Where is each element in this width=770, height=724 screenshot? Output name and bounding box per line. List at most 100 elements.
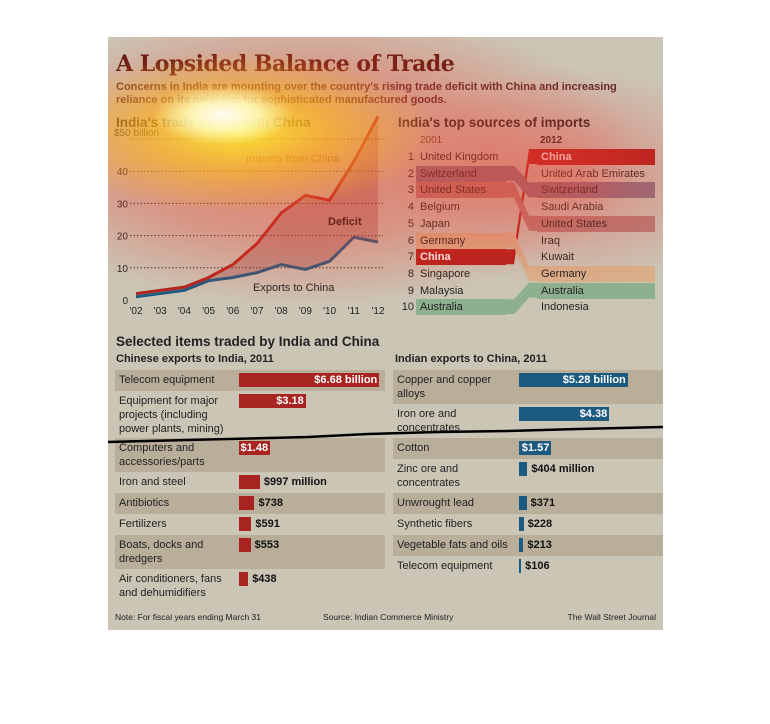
bar-value-label: $997 million bbox=[263, 476, 327, 488]
bar bbox=[519, 559, 522, 573]
bar-category-label: Telecom equipment bbox=[397, 560, 493, 572]
bar-category-label: Air conditioners, fans and dehumidifiers bbox=[119, 573, 222, 599]
rank-2012-country: China bbox=[537, 149, 655, 165]
bar-wrap: $371 bbox=[519, 496, 555, 510]
bar-category-label: Zinc ore and concentrates bbox=[397, 463, 460, 489]
bar-category-label: Vegetable fats and oils bbox=[397, 539, 508, 551]
connector-australia bbox=[506, 282, 537, 315]
rank-2012-country: Switzerland bbox=[537, 182, 655, 199]
bar-row: Unwrought lead $371 bbox=[393, 493, 663, 514]
rank-2012-country: Iraq bbox=[541, 234, 560, 247]
bar-row: Zinc ore and concentrates $404 million bbox=[393, 459, 663, 493]
bar-row: Copper and copper alloys $5.28 billion bbox=[393, 370, 663, 404]
rank-2012-country: United Arab Emirates bbox=[541, 167, 645, 180]
bar-value-label: $106 bbox=[525, 560, 550, 572]
bar-category-label: Synthetic fibers bbox=[397, 518, 473, 530]
rank-number: 6 bbox=[407, 234, 414, 247]
bar: $3.18 bbox=[239, 394, 306, 408]
bar-wrap: $738 bbox=[239, 496, 283, 510]
footer-note: Note: For fiscal years ending March 31 bbox=[115, 612, 261, 622]
bar-wrap: $553 bbox=[239, 538, 279, 552]
bar-wrap: $6.68 billion bbox=[239, 373, 380, 387]
rank-2001-country: Australia bbox=[416, 299, 506, 316]
bar-wrap: $3.18 bbox=[239, 394, 306, 408]
bar-row: Boats, docks and dredgers $553 bbox=[115, 535, 385, 569]
bar-value-label: $438 bbox=[252, 573, 277, 585]
bar-wrap: $213 bbox=[519, 538, 552, 552]
bar bbox=[519, 496, 527, 510]
rank-2001-country: China bbox=[416, 249, 506, 266]
rank-2001-country: Japan bbox=[420, 217, 450, 230]
bar: $5.28 billion bbox=[519, 373, 628, 387]
bar-wrap: $591 bbox=[239, 517, 280, 531]
rank-2001-country: Singapore bbox=[420, 267, 471, 280]
rank-number: 2 bbox=[407, 167, 414, 180]
bar-value-label: $553 bbox=[254, 539, 280, 551]
footer-credit: The Wall Street Journal bbox=[567, 612, 657, 622]
bar-wrap: $404 million bbox=[519, 462, 594, 476]
rank-2012-country: Australia bbox=[537, 282, 655, 299]
bar-wrap: $438 bbox=[239, 572, 277, 586]
items-section-title: Selected items traded by India and China bbox=[116, 334, 380, 349]
rank-2012-country: Indonesia bbox=[541, 301, 589, 314]
rank-number: 3 bbox=[407, 184, 414, 197]
footer-source: Source: Indian Commerce Ministry bbox=[323, 612, 454, 622]
bar: $6.68 billion bbox=[239, 373, 380, 387]
bar-value-label: $228 bbox=[527, 518, 553, 530]
bar bbox=[239, 496, 255, 510]
bar-value-label: $738 bbox=[258, 497, 283, 509]
bar-category-label: Iron and steel bbox=[119, 476, 186, 488]
bar-value-label: $404 million bbox=[531, 463, 595, 475]
bar-value-label: $371 bbox=[530, 497, 556, 509]
bar bbox=[239, 572, 249, 586]
bar-category-label: Antibiotics bbox=[119, 497, 170, 509]
rank-number: 7 bbox=[407, 251, 414, 264]
bar bbox=[239, 538, 251, 552]
rank-2012-country: United States bbox=[537, 215, 655, 232]
bar bbox=[519, 538, 524, 552]
bar bbox=[519, 462, 528, 476]
infographic: A Lopsided Balance of Trade Concerns in … bbox=[108, 37, 663, 630]
chinese-exports-title: Chinese exports to India, 2011 bbox=[116, 353, 274, 365]
rank-number: 9 bbox=[407, 284, 414, 297]
bar bbox=[239, 517, 252, 531]
bar bbox=[519, 517, 524, 531]
bar-row: Vegetable fats and oils $213 bbox=[393, 535, 663, 556]
bar-category-label: Fertilizers bbox=[119, 518, 167, 530]
bar bbox=[239, 475, 260, 489]
rank-number: 1 bbox=[407, 151, 414, 163]
bar-wrap: $106 bbox=[519, 559, 550, 573]
rank-2012-country: Saudi Arabia bbox=[541, 201, 604, 214]
rank-2012-country: Kuwait bbox=[541, 251, 575, 264]
scribble-line bbox=[108, 425, 663, 444]
bar-wrap: $228 bbox=[519, 517, 552, 531]
rank-number: 8 bbox=[407, 267, 414, 280]
bar-row: Iron and steel $997 million bbox=[115, 472, 385, 493]
rank-2012-country: Germany bbox=[537, 265, 655, 282]
bar-value-label: $591 bbox=[255, 518, 280, 530]
rank-number: 4 bbox=[407, 201, 414, 214]
bar-row: Air conditioners, fans and dehumidifiers… bbox=[115, 569, 385, 601]
bar-category-label: Copper and copper alloys bbox=[397, 374, 492, 400]
bar-category-label: Telecom equipment bbox=[119, 374, 215, 386]
rank-number: 5 bbox=[407, 217, 414, 230]
bar-row: Synthetic fibers $228 bbox=[393, 514, 663, 535]
bar-row: Antibiotics $738 bbox=[115, 493, 385, 514]
bar-wrap: $5.28 billion bbox=[519, 373, 628, 387]
indian-exports-title: Indian exports to China, 2011 bbox=[395, 353, 548, 365]
rank-2001-country: Malaysia bbox=[420, 284, 464, 297]
chinese-exports-bars: Telecom equipment $6.68 billion Equipment … bbox=[115, 370, 385, 601]
indian-exports-bars: Copper and copper alloys $5.28 billion Iro… bbox=[393, 370, 663, 577]
rank-2001-country: United Kingdom bbox=[420, 151, 499, 163]
rank-2001-country: United States bbox=[416, 182, 506, 199]
bar-wrap: $997 million bbox=[239, 475, 327, 489]
bar-value-label: $213 bbox=[527, 539, 552, 551]
rank-number: 10 bbox=[401, 301, 414, 314]
bar-category-label: Boats, docks and dredgers bbox=[119, 539, 204, 565]
bar-row: Fertilizers $591 bbox=[115, 514, 385, 535]
bar-row: Telecom equipment $6.68 billion bbox=[115, 370, 385, 391]
rank-2001-country: Switzerland bbox=[416, 165, 506, 182]
bar-row: Telecom equipment $106 bbox=[393, 556, 663, 577]
rank-2001-country: Belgium bbox=[420, 201, 460, 214]
rank-2001-country: Germany bbox=[416, 232, 506, 249]
